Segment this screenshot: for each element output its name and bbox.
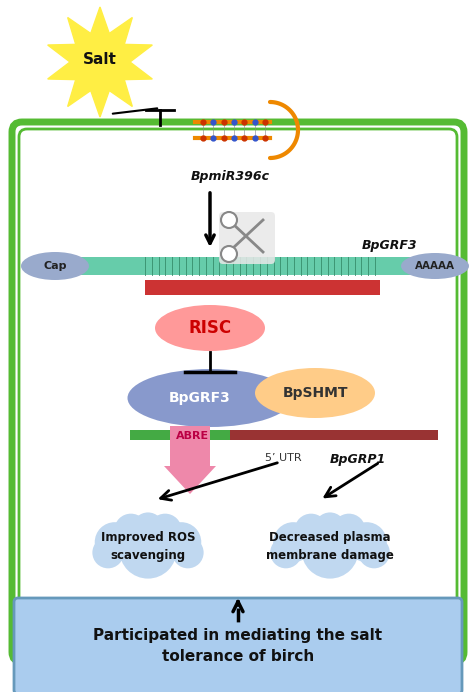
Circle shape [273,522,313,562]
Circle shape [119,521,177,579]
Text: BpGRF3: BpGRF3 [362,239,418,252]
Circle shape [332,513,366,547]
Ellipse shape [255,368,375,418]
Text: ABRE: ABRE [176,431,208,441]
Circle shape [95,522,135,562]
Text: Salt: Salt [83,53,117,68]
Circle shape [295,513,327,547]
Circle shape [149,513,182,547]
Text: BpGRP1: BpGRP1 [330,453,386,466]
Text: RISC: RISC [188,319,231,337]
Bar [130,430,230,440]
Ellipse shape [21,252,89,280]
Circle shape [161,522,201,562]
Text: AAAAA: AAAAA [415,261,455,271]
Ellipse shape [128,369,292,427]
Text: Cap: Cap [43,261,67,271]
Circle shape [132,513,164,544]
Ellipse shape [401,253,469,279]
Bar [258,430,438,440]
Circle shape [347,522,387,562]
FancyBboxPatch shape [12,122,464,662]
Bar [230,430,258,440]
Circle shape [92,537,124,568]
FancyBboxPatch shape [14,598,462,692]
Circle shape [270,537,302,568]
Circle shape [221,212,237,228]
Circle shape [358,537,390,568]
Bar [55,257,435,275]
FancyBboxPatch shape [219,212,275,264]
Text: 5’ UTR: 5’ UTR [265,453,302,463]
Text: BpmiR396c: BpmiR396c [190,170,269,183]
Text: Decreased plasma
membrane damage: Decreased plasma membrane damage [266,531,394,561]
Text: BpSHMT: BpSHMT [282,386,348,400]
Text: Improved ROS
scavenging: Improved ROS scavenging [101,531,195,561]
Ellipse shape [155,305,265,351]
Circle shape [314,513,346,544]
Polygon shape [48,7,152,117]
Bar [145,280,380,295]
Circle shape [114,513,148,547]
Circle shape [221,246,237,262]
Text: Participated in mediating the salt
tolerance of birch: Participated in mediating the salt toler… [93,628,383,664]
Circle shape [301,521,358,579]
Text: BpGRF3: BpGRF3 [169,391,231,405]
FancyArrow shape [164,426,216,494]
Circle shape [172,537,204,568]
